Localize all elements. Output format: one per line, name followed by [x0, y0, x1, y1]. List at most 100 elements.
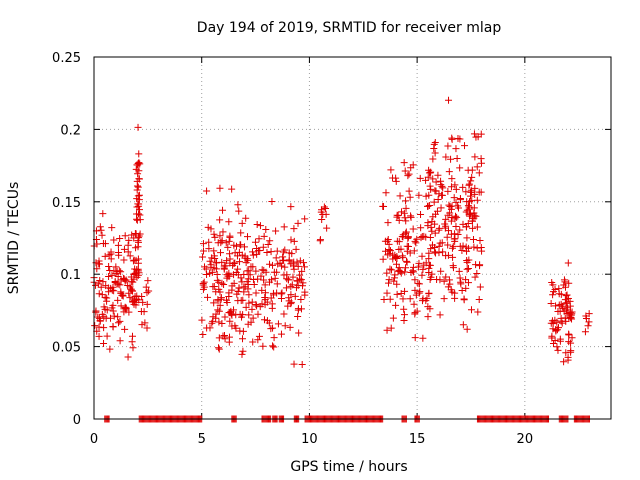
data-point [413, 307, 421, 315]
data-point [224, 243, 232, 251]
data-point [254, 336, 262, 344]
data-point [215, 334, 223, 342]
data-point [456, 196, 464, 204]
data-point [247, 263, 255, 271]
data-point [252, 300, 260, 308]
data-point [406, 249, 414, 257]
data-point [291, 292, 299, 300]
data-point [114, 296, 122, 304]
data-point [393, 290, 401, 298]
data-point [134, 170, 142, 178]
data-point [566, 302, 574, 310]
data-point [278, 289, 286, 297]
data-point [217, 249, 225, 257]
data-point [464, 264, 472, 272]
data-point [470, 130, 478, 138]
data-point [117, 302, 125, 310]
data-point [403, 257, 411, 265]
data-point [553, 343, 561, 351]
data-point [415, 259, 423, 267]
data-point [205, 238, 213, 246]
data-point [269, 324, 277, 332]
data-point [445, 168, 453, 176]
data-point [230, 271, 238, 279]
data-point [560, 276, 568, 284]
data-point [214, 239, 222, 247]
data-point [435, 242, 443, 250]
data-point [459, 321, 467, 329]
data-point [409, 161, 417, 169]
data-point [260, 276, 268, 284]
data-point [273, 247, 281, 255]
data-point [584, 322, 592, 330]
data-point [434, 195, 442, 203]
y-tick-label: 0.15 [52, 196, 81, 211]
data-point [477, 159, 485, 167]
data-point [392, 260, 400, 268]
data-point [473, 163, 481, 171]
y-tick-label: 0.1 [60, 268, 81, 283]
data-point [392, 301, 400, 309]
data-point [96, 223, 104, 231]
data-point [456, 226, 464, 234]
data-point [418, 271, 426, 279]
data-point [457, 278, 465, 286]
x-tick-label: 5 [198, 432, 206, 447]
data-point [411, 286, 419, 294]
data-point [130, 275, 138, 283]
data-point [129, 344, 137, 352]
data-point [462, 243, 470, 251]
data-point [135, 175, 143, 183]
data-point [254, 310, 262, 318]
data-point [412, 239, 420, 247]
data-point [562, 349, 570, 357]
data-point [255, 235, 263, 243]
data-point [108, 304, 116, 312]
data-point [567, 348, 575, 356]
data-point [129, 278, 137, 286]
data-point [560, 358, 568, 366]
data-point [548, 279, 556, 287]
data-point [249, 314, 257, 322]
data-point [449, 242, 457, 250]
data-point [451, 181, 459, 189]
data-point [388, 266, 396, 274]
data-point [386, 250, 394, 258]
data-point [96, 317, 104, 325]
data-point [381, 237, 389, 245]
data-point [120, 245, 128, 253]
data-point [300, 263, 308, 271]
data-point [226, 317, 234, 325]
data-point [100, 313, 108, 321]
data-point [101, 240, 109, 248]
data-point [298, 360, 306, 368]
data-point [464, 166, 472, 174]
data-point [210, 264, 218, 272]
data-point [431, 243, 439, 251]
data-point [448, 244, 456, 252]
data-point [124, 241, 132, 249]
data-point [142, 283, 150, 291]
x-tick-label: 0 [90, 432, 98, 447]
data-point [399, 233, 407, 241]
data-point [463, 223, 471, 231]
data-point [558, 319, 566, 327]
data-point [432, 178, 440, 186]
data-point [441, 220, 449, 228]
data-point [555, 285, 563, 293]
data-point [459, 183, 467, 191]
data-point [298, 267, 306, 275]
data-point [323, 224, 331, 232]
data-point [287, 298, 295, 306]
data-point [128, 332, 136, 340]
data-point [122, 304, 130, 312]
data-point [562, 292, 570, 300]
data-point [462, 208, 470, 216]
data-point [239, 327, 247, 335]
data-point [248, 305, 256, 313]
data-point [552, 327, 560, 335]
data-point [254, 247, 262, 255]
data-point [221, 335, 229, 343]
data-point [215, 345, 223, 353]
data-point [143, 324, 151, 332]
